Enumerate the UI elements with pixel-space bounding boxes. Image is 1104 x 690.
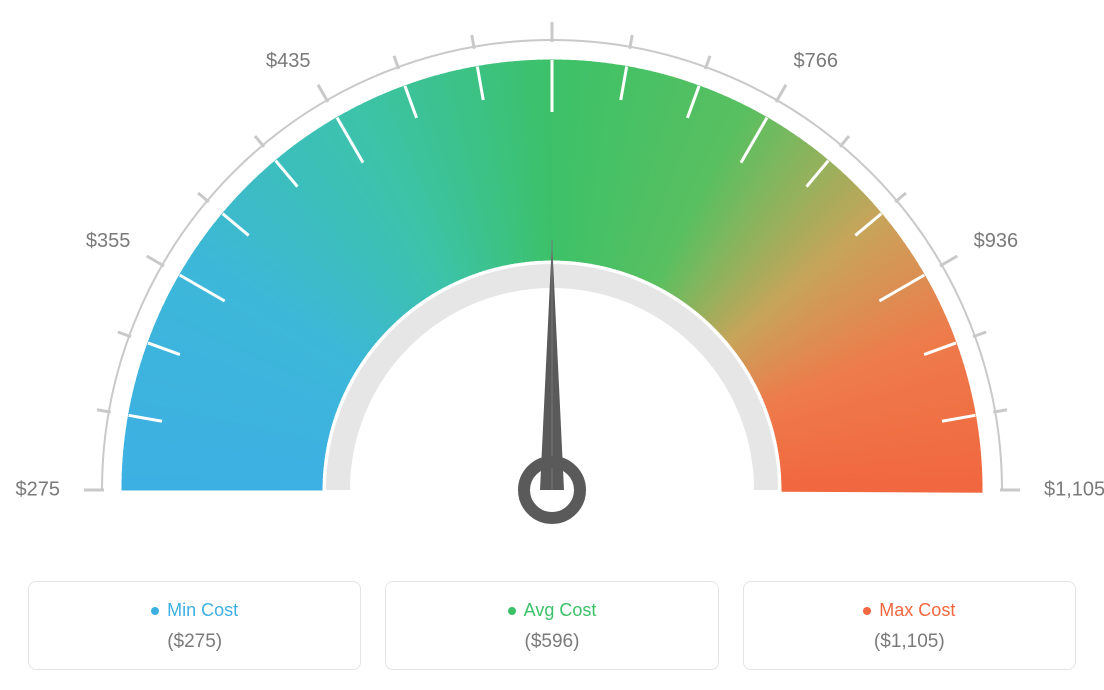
legend-value-avg: ($596) [386,631,717,653]
outer-tick [147,256,164,266]
outer-tick [776,85,786,102]
outer-tick [198,193,209,202]
dot-icon [508,607,516,615]
gauge-chart: $275$355$435$596$766$936$1,105 [0,0,1104,560]
legend-row: Min Cost ($275) Avg Cost ($596) Max Cost… [0,581,1104,670]
tick-label: $936 [974,230,1019,253]
legend-card-min: Min Cost ($275) [28,581,361,670]
tick-label: $1,105 [1044,479,1104,502]
legend-title-min: Min Cost [29,600,360,621]
legend-label-min: Min Cost [167,600,238,620]
dot-icon [863,607,871,615]
outer-tick [895,193,906,202]
legend-value-min: ($275) [29,631,360,653]
outer-tick [255,136,264,147]
legend-title-max: Max Cost [744,600,1075,621]
dot-icon [151,607,159,615]
legend-title-avg: Avg Cost [386,600,717,621]
tick-label: $766 [794,50,839,73]
tick-label: $355 [86,230,131,253]
gauge-svg [0,0,1104,560]
tick-label: $275 [16,479,61,502]
legend-label-avg: Avg Cost [524,600,597,620]
outer-tick [940,256,957,266]
legend-card-avg: Avg Cost ($596) [385,581,718,670]
legend-card-max: Max Cost ($1,105) [743,581,1076,670]
outer-tick [318,85,328,102]
tick-label: $435 [266,50,311,73]
legend-value-max: ($1,105) [744,631,1075,653]
outer-tick [840,136,849,147]
legend-label-max: Max Cost [879,600,955,620]
